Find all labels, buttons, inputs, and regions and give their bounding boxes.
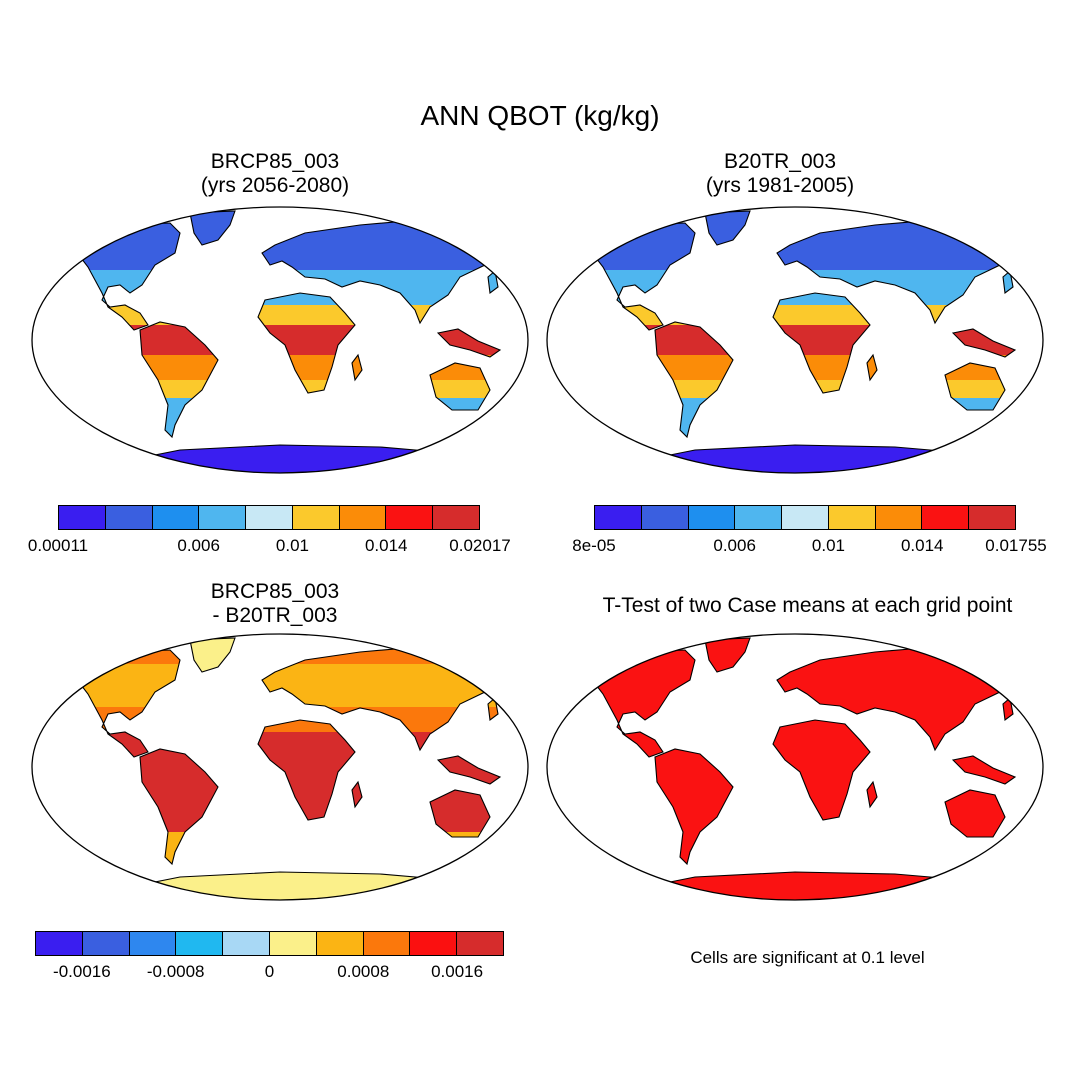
- panel3-title: BRCP85_003- B20TR_003: [210, 580, 340, 627]
- colorbar-swatch: [782, 506, 829, 529]
- map-border: [31, 633, 529, 901]
- zone-antarctica: [70, 867, 505, 900]
- colorbar-swatch: [82, 932, 130, 955]
- map-b20tr: [546, 206, 1044, 474]
- significance-note: Cells are significant at 0.1 level: [690, 948, 925, 967]
- coast-madagascar: [351, 353, 363, 382]
- colorbar-tick-label: 0.01: [275, 536, 309, 555]
- colorbar-swatch: [922, 506, 970, 529]
- coast-africa: [772, 719, 871, 821]
- colorbar-tick-label: 0: [264, 962, 275, 981]
- colorbar-swatch: [152, 506, 200, 529]
- colorbar-brcp85-labels: 0.00011 0.006 0.01 0.014 0.02017: [28, 536, 511, 558]
- colorbar-swatch: [105, 506, 153, 529]
- colorbar-tick-label: 0.014: [900, 536, 944, 555]
- coast-australia: [944, 362, 1006, 411]
- colorbar-swatch: [129, 932, 177, 955]
- colorbar-swatch: [410, 932, 458, 955]
- map-difference: [31, 633, 529, 901]
- coast-northAmerica: [69, 649, 181, 758]
- coast-seAsia: [951, 755, 1017, 785]
- coast-africa: [257, 719, 356, 821]
- coast-africa: [772, 292, 871, 394]
- colorbar-tick-label: 0.006: [177, 536, 220, 555]
- colorbar-tick-label: -0.0008: [146, 962, 205, 981]
- panel1-title: BRCP85_003 (yrs 2056-2080): [200, 150, 350, 197]
- colorbar-tick-label: 0.0008: [337, 962, 390, 981]
- map-border: [546, 633, 1044, 901]
- coast-madagascar: [351, 780, 363, 809]
- greenland: [190, 638, 235, 672]
- map-ttest: [546, 633, 1044, 901]
- colorbar-swatch: [246, 506, 293, 529]
- coast-southAmerica: [139, 748, 219, 866]
- coast-madagascar: [866, 780, 878, 809]
- map-border: [31, 206, 529, 474]
- coast-northAmerica: [584, 649, 696, 758]
- colorbar-swatch: [223, 932, 270, 955]
- panel2-title: B20TR_003 (yrs 1981-2005): [705, 150, 855, 197]
- coast-africa: [257, 292, 356, 394]
- colorbar-difference: [35, 931, 504, 956]
- colorbar-swatch: [363, 932, 411, 955]
- coast-greenland: [704, 210, 751, 246]
- map-brcp85: [31, 206, 529, 474]
- coast-southAmerica: [654, 321, 734, 439]
- colorbar-tick-label: 0.00011: [27, 536, 89, 555]
- colorbar-swatch: [176, 932, 224, 955]
- panel4-title: T-Test of two Case means at each grid po…: [602, 594, 1013, 617]
- colorbar-swatch: [199, 506, 247, 529]
- colorbar-swatch: [828, 506, 876, 529]
- colorbar-swatch: [595, 506, 642, 529]
- colorbar-swatch: [969, 506, 1016, 529]
- colorbar-swatch: [59, 506, 106, 529]
- coast-seAsia: [436, 328, 502, 358]
- colorbar-tick-label: 0.01755: [985, 536, 1047, 555]
- colorbar-swatch: [292, 506, 340, 529]
- colorbar-difference-labels: -0.0016 -0.0008 0 0.0008 0.0016: [35, 962, 504, 984]
- coast-greenland: [704, 637, 751, 673]
- colorbar-swatch: [339, 506, 387, 529]
- colorbar-swatch: [688, 506, 736, 529]
- coast-southAmerica: [654, 748, 734, 866]
- colorbar-tick-label: -0.0016: [53, 962, 111, 981]
- colorbar-swatch: [433, 506, 480, 529]
- colorbar-swatch: [316, 932, 364, 955]
- map-border: [546, 206, 1044, 474]
- coast-australia: [429, 362, 491, 411]
- colorbar-swatch: [457, 932, 503, 955]
- colorbar-tick-label: 8e-05: [572, 536, 616, 555]
- colorbar-tick-label: 0.0016: [431, 962, 484, 981]
- coast-northAmerica: [584, 222, 696, 331]
- colorbar-swatch: [269, 932, 317, 955]
- colorbar-swatch: [735, 506, 783, 529]
- colorbar-swatch: [875, 506, 923, 529]
- colorbar-tick-label: 0.006: [713, 536, 756, 555]
- colorbar-brcp85: [58, 505, 480, 530]
- coast-australia: [429, 789, 491, 838]
- coast-southAmerica: [139, 321, 219, 439]
- coast-northAmerica: [69, 222, 181, 331]
- colorbar-tick-label: 0.01: [811, 536, 845, 555]
- coast-greenland: [189, 637, 236, 673]
- coast-seAsia: [436, 755, 502, 785]
- coast-madagascar: [866, 353, 878, 382]
- colorbar-tick-label: 0.02017: [449, 536, 511, 555]
- colorbar-b20tr: [594, 505, 1016, 530]
- coast-australia: [944, 789, 1006, 838]
- figure-title: ANN QBOT (kg/kg): [420, 100, 660, 131]
- colorbar-swatch: [386, 506, 434, 529]
- coast-greenland: [189, 210, 236, 246]
- colorbar-b20tr-labels: 8e-05 0.006 0.01 0.014 0.01755: [572, 536, 1046, 558]
- colorbar-swatch: [36, 932, 83, 955]
- colorbar-tick-label: 0.014: [364, 536, 408, 555]
- coast-seAsia: [951, 328, 1017, 358]
- colorbar-swatch: [641, 506, 689, 529]
